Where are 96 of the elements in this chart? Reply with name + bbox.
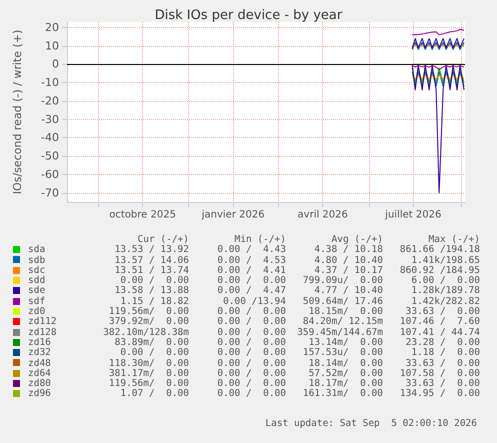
text: 0.00 / 0.00: [216, 336, 286, 348]
legend-label: zd112: [27, 316, 58, 328]
x-tick-label: avril 2026: [298, 210, 348, 220]
text: 4.38 / 10.18: [313, 244, 383, 256]
x-tick-label: juillet 2026: [384, 210, 442, 220]
legend-label: zd48: [27, 358, 52, 369]
legend-label: sdc: [27, 264, 46, 276]
text: 83.89m/ 0.00: [114, 336, 189, 348]
y-tick-label: -40: [41, 131, 59, 144]
y-tick-label: 20: [45, 21, 59, 34]
text: 157.53u/ 0.00: [302, 347, 383, 359]
legend-label: sde: [27, 285, 46, 296]
text: 1.42k/282.82: [410, 296, 480, 307]
legend-label: zd128: [27, 326, 58, 338]
text: 119.56m/ 0.00: [108, 378, 189, 390]
text: 0.00 / 0.00: [216, 358, 286, 369]
legend-label: zd80: [27, 378, 52, 390]
text: 4.80 / 10.40: [313, 254, 383, 266]
text: 13.51 / 13.74: [114, 264, 189, 276]
text: 0.00 / 0.00: [216, 326, 286, 338]
text: Cur (-/+): [136, 234, 189, 245]
text: 107.41 / 44.74: [398, 326, 480, 338]
text: 0.00 / 0.00: [216, 388, 286, 400]
text: 18.15m/ 0.00: [308, 306, 383, 318]
text: 57.52m/ 0.00: [308, 368, 383, 379]
text: 0.00 / 4.41: [216, 264, 286, 276]
text: 6.00 / 0.00: [410, 275, 480, 286]
text: 0.00 / 0.00: [119, 347, 189, 359]
text: 18.14m/ 0.00: [308, 358, 383, 369]
legend-label: sdf: [27, 296, 46, 307]
text: 381.17m/ 0.00: [108, 368, 189, 379]
text: 861.66 /194.18: [398, 244, 480, 256]
text: Max (-/+): [428, 234, 480, 245]
text: 118.30m/ 0.00: [108, 358, 189, 369]
text: 13.58 / 13.88: [114, 285, 189, 297]
y-tick-label: -60: [41, 168, 59, 181]
text: 0.00 / 4.53: [216, 254, 286, 266]
text: 13.14m/ 0.00: [308, 336, 383, 348]
chart-title: Disk IOs per device - by year: [154, 8, 343, 23]
text: 1.18 / 0.00: [410, 347, 480, 359]
legend-label: zd16: [27, 336, 52, 348]
text: 860.92 /184.95: [398, 264, 480, 276]
x-tick-label: octobre 2025: [109, 210, 176, 220]
text: 0.00 /13.94: [222, 296, 286, 307]
text: Min (-/+): [234, 234, 286, 245]
text: 18.17m/ 0.00: [308, 378, 383, 390]
text: 33.63 / 0.00: [406, 306, 480, 318]
text: 33.63 / 0.00: [404, 358, 480, 369]
y-axis-title: IOs/second read (-) / write (+): [11, 30, 24, 194]
text: 1.15 / 18.82: [119, 296, 189, 307]
text: 23.28 / 0.00: [404, 336, 480, 348]
y-tick-label: -10: [41, 76, 59, 90]
text: 799.09u/ 0.00: [302, 275, 383, 286]
text: 0.00 / 4.47: [216, 285, 286, 297]
text: 33.63 / 0.00: [406, 378, 480, 390]
text: 379.92m/ 0.00: [108, 316, 189, 328]
y-tick-label: -20: [41, 94, 59, 108]
y-tick-label: 10: [45, 39, 59, 52]
text: Last update: Sat Sep 5 02:00:10 2026: [265, 418, 477, 429]
legend-label: sdb: [27, 254, 46, 266]
text: 13.53 / 13.92: [114, 244, 189, 256]
y-tick-label: -70: [41, 186, 59, 200]
text: 509.64m/ 17.46: [302, 296, 383, 307]
text: 1.28k/189.78: [410, 285, 480, 296]
text: 161.31m/ 0.00: [302, 388, 383, 400]
legend-label: sda: [27, 244, 46, 256]
text: 0.00 / 0.00: [120, 275, 189, 286]
text: 107.58 / 0.00: [398, 368, 480, 379]
text: 0.00 / 0.00: [216, 316, 286, 328]
text: 0.00 / 0.00: [216, 378, 286, 390]
text: 0.00 / 0.00: [216, 275, 286, 286]
text: 84.20m/ 12.15m: [302, 316, 383, 328]
text: 107.46 / 7.60: [398, 316, 480, 328]
x-tick-label: janvier 2026: [200, 210, 265, 220]
legend-label: zd32: [27, 347, 52, 358]
text: 134.95 / 0.00: [398, 388, 480, 400]
text: 0.00 / 0.00: [216, 306, 286, 318]
text: 1.41k/198.65: [410, 254, 480, 266]
text: 0.00 / 0.00: [216, 347, 286, 359]
legend-label: sdd: [27, 275, 46, 286]
text: 4.77 / 10.40: [313, 285, 383, 297]
text: Avg (-/+): [330, 234, 383, 245]
text: 359.45m/144.67m: [296, 326, 383, 338]
y-tick-label: 0: [52, 58, 59, 71]
text: 0.00 / 0.00: [216, 368, 286, 379]
text: 382.10m/128.38m: [102, 326, 189, 338]
text: 119.56m/ 0.00: [108, 306, 189, 318]
legend-label: zd96: [27, 388, 52, 400]
legend-label: zd0: [27, 306, 46, 318]
y-tick-label: -50: [41, 150, 59, 163]
y-tick-label: -30: [41, 112, 59, 126]
text: 1.07 / 0.00: [119, 388, 189, 400]
text: 0.00 / 4.43: [216, 244, 286, 256]
legend-label: zd64: [27, 368, 52, 379]
text: 13.57 / 14.06: [114, 254, 189, 266]
text: 4.37 / 10.17: [313, 264, 383, 276]
